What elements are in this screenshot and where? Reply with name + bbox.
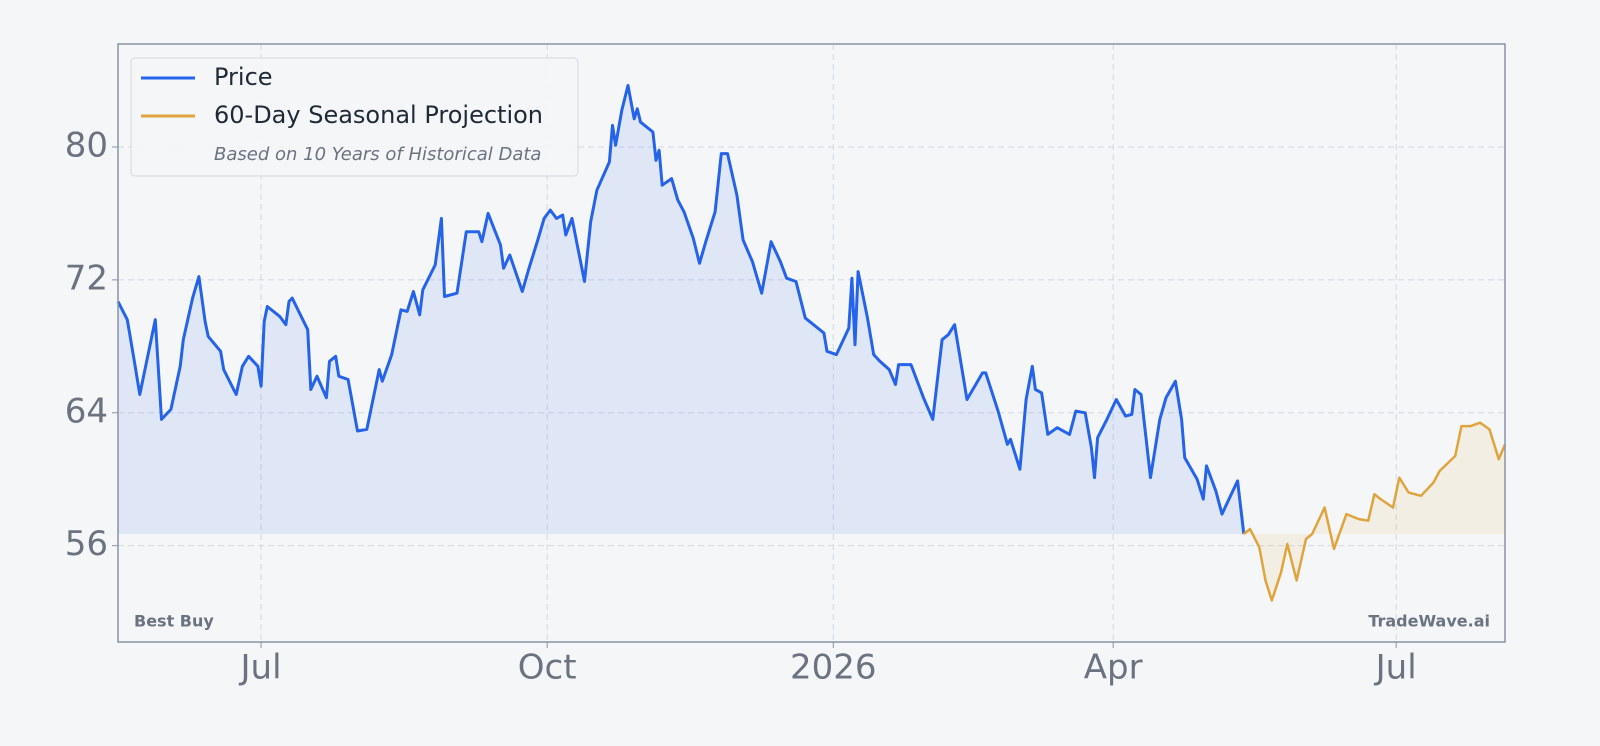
area-fill (118, 85, 1244, 535)
y-tick-label: 64 (65, 391, 108, 431)
legend-box (130, 57, 579, 177)
source-label: Best Buy (134, 612, 214, 631)
x-tick-label: Apr (1084, 648, 1143, 688)
legend: Price 60-Day Seasonal Projection Based on … (130, 57, 579, 177)
y-tick-label: 56 (65, 524, 108, 564)
series-line (1243, 421, 1507, 602)
legend-label: 60-Day Seasonal Projection (214, 101, 543, 129)
y-tick-label: 72 (65, 258, 108, 298)
legend-note: Based on 10 Years of Historical Data (214, 144, 541, 165)
legend-label: Price (214, 63, 273, 91)
x-tick-label: 2026 (790, 648, 877, 688)
plot-border (117, 43, 1506, 643)
line-layer (116, 84, 1507, 602)
area-fill (1243, 422, 1505, 601)
x-tick-label: Oct (518, 648, 577, 688)
watermark: TradeWave.ai (1368, 612, 1490, 631)
x-tick-label: Jul (239, 648, 282, 688)
area-layer (118, 85, 1505, 601)
series-line (116, 84, 1246, 535)
x-tick-label: Jul (1374, 648, 1417, 688)
y-tick-label: 80 (65, 125, 108, 165)
